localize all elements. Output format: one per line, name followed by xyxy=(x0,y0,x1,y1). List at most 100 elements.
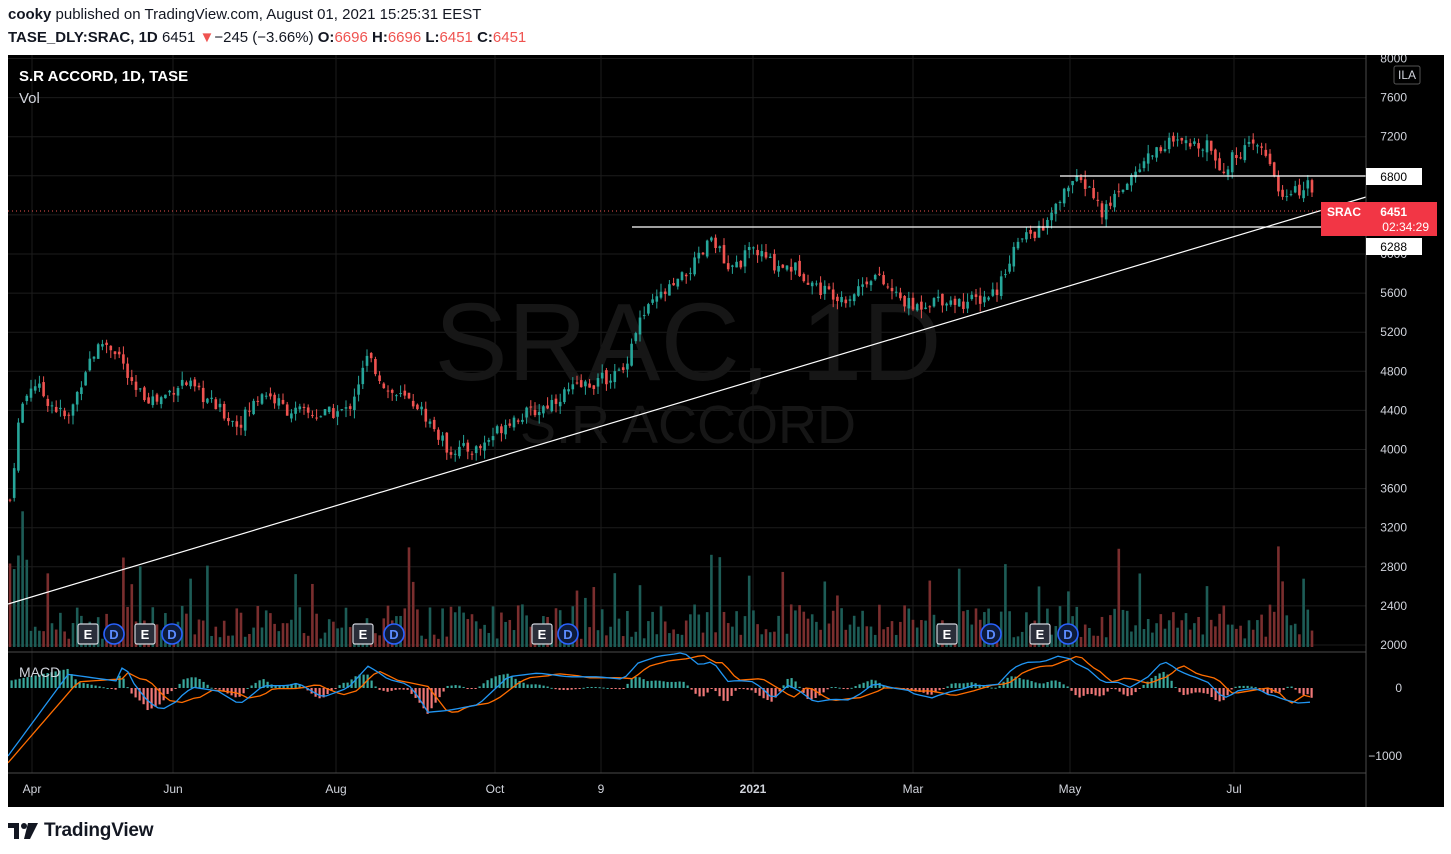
macd-histogram-bar xyxy=(1090,688,1093,695)
candle-body xyxy=(731,265,734,267)
macd-histogram-bar xyxy=(1094,688,1097,696)
candle-body xyxy=(760,251,764,257)
price-axis[interactable]: 8000760072006800640060005600520048004400… xyxy=(1368,52,1407,764)
macd-histogram-bar xyxy=(494,676,497,688)
earnings-event-icon[interactable] xyxy=(134,623,156,645)
volume-bar xyxy=(1130,631,1133,647)
candle-body xyxy=(911,297,915,310)
candle-body xyxy=(941,293,944,306)
volume-bar xyxy=(306,635,310,647)
author-name[interactable]: cooky xyxy=(8,6,52,23)
candle-body xyxy=(441,435,444,441)
time-axis[interactable]: Apr Jun Aug Oct 9 2021 Mar May Jul xyxy=(23,782,1242,796)
macd-histogram-bar xyxy=(1250,686,1253,688)
candle-body xyxy=(693,257,696,275)
macd-histogram-bar xyxy=(942,688,945,689)
macd-histogram-bar xyxy=(966,682,969,688)
macd-histogram-bar xyxy=(94,685,97,688)
volume-bar xyxy=(180,605,184,647)
low-value: 6451 xyxy=(439,29,473,46)
macd-histogram-bar xyxy=(1154,675,1157,688)
candle-body xyxy=(126,363,129,378)
earnings-event-icon[interactable] xyxy=(352,623,374,645)
macd-histogram-bar xyxy=(1214,688,1217,700)
candle-body xyxy=(122,354,125,364)
volume-bar xyxy=(336,628,339,647)
dividend-event-icon[interactable] xyxy=(161,623,183,645)
trendline[interactable] xyxy=(7,196,1367,605)
chart-area[interactable]: SRAC, 1D S.R ACCORD E D E D E D E D E D E D 8000 760… xyxy=(7,52,1444,807)
macd-histogram-bar xyxy=(734,688,737,691)
dividend-event-icon[interactable] xyxy=(1057,623,1079,645)
macd-histogram-bar xyxy=(86,683,89,688)
candle-body xyxy=(1113,193,1116,208)
legend-macd[interactable]: MACD xyxy=(19,664,60,680)
candle-body xyxy=(197,385,201,388)
macd-histogram-bar xyxy=(222,688,225,692)
volume-bar xyxy=(1159,614,1163,647)
candle-body xyxy=(432,419,436,430)
candle-body xyxy=(949,300,953,305)
candle-body xyxy=(340,409,344,411)
volume-bar xyxy=(239,612,243,647)
macd-histogram-bar xyxy=(58,670,61,688)
macd-histogram-bar xyxy=(546,686,549,688)
macd-histogram-bar xyxy=(982,685,985,688)
dividend-event-icon[interactable] xyxy=(383,623,405,645)
macd-histogram-bar xyxy=(390,688,393,691)
candle-body xyxy=(878,273,881,275)
macd-histogram-bar xyxy=(1018,678,1021,688)
dividend-event-icon[interactable] xyxy=(103,623,125,645)
earnings-event-icon[interactable] xyxy=(936,623,958,645)
legend-title[interactable]: S.R ACCORD, 1D, TASE xyxy=(19,68,188,85)
macd-histogram-bar xyxy=(82,683,85,688)
macd-histogram-bar xyxy=(1170,680,1173,688)
currency-badge[interactable] xyxy=(1393,65,1421,85)
legend-vol[interactable]: Vol xyxy=(19,90,40,107)
macd-histogram-bar xyxy=(318,688,321,699)
volume-bar xyxy=(281,623,285,647)
chart-canvas[interactable]: SRAC, 1D S.R ACCORD E D E D E D E D E D E D 8000 760… xyxy=(7,52,1444,807)
tradingview-footer[interactable]: TradingView xyxy=(8,820,154,842)
candle-body xyxy=(554,398,558,404)
earnings-event-icon[interactable] xyxy=(531,623,553,645)
candle-body xyxy=(46,398,50,406)
dividend-event-icon[interactable] xyxy=(557,623,579,645)
candle-body xyxy=(1037,225,1041,238)
volume-bar xyxy=(1138,573,1142,647)
macd-histogram-bar xyxy=(842,688,845,689)
volume-bar xyxy=(588,627,591,647)
volume-bar xyxy=(403,608,407,647)
macd-histogram-bar xyxy=(1042,683,1045,688)
candle-body xyxy=(806,282,810,285)
volume-bar xyxy=(1289,625,1293,647)
macd-histogram-bar xyxy=(526,684,529,688)
candle-body xyxy=(1041,226,1045,231)
volume-bar xyxy=(693,604,696,647)
macd-histogram-bar xyxy=(878,682,881,688)
macd-histogram-bar xyxy=(358,674,361,688)
candle-body xyxy=(605,370,608,385)
candle-body xyxy=(747,247,751,251)
earnings-event-icon[interactable] xyxy=(1029,623,1051,645)
volume-bar xyxy=(529,626,533,647)
volume-bar xyxy=(193,634,197,647)
macd-histogram-bar xyxy=(706,688,709,693)
dividend-event-icon[interactable] xyxy=(980,623,1002,645)
candle-body xyxy=(117,351,121,355)
tag-6800 xyxy=(1366,168,1422,185)
macd-histogram-bar xyxy=(1014,676,1017,688)
volume-bar xyxy=(844,629,848,647)
earnings-event-icon[interactable] xyxy=(77,623,99,645)
candle-body xyxy=(1159,147,1163,152)
volume-bar xyxy=(630,636,633,647)
volume-bar xyxy=(1121,609,1125,647)
macd-histogram-bar xyxy=(1174,687,1177,689)
macd-histogram-bar xyxy=(534,684,537,688)
candle-body xyxy=(844,299,848,304)
candle-body xyxy=(50,405,54,407)
macd-histogram-bar xyxy=(346,682,349,688)
candle-body xyxy=(260,394,264,404)
volume-bar xyxy=(852,615,856,647)
